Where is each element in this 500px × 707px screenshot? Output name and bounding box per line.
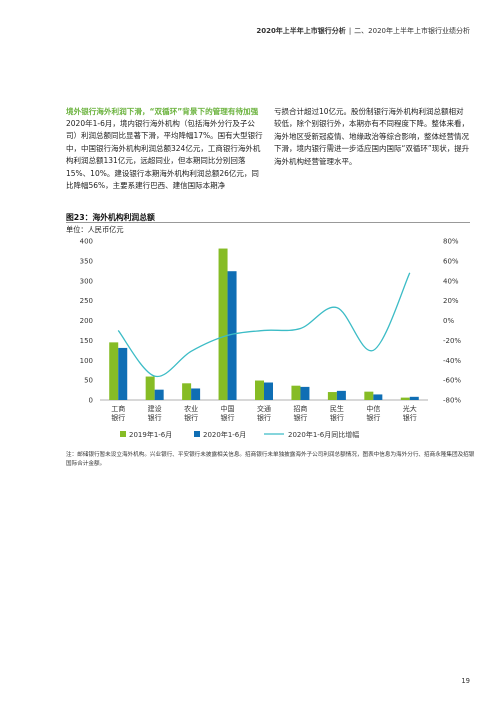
bar [255, 380, 264, 400]
legend-swatch [120, 431, 126, 437]
figure-note: 注：邮储银行暂未设立海外机构。兴业银行、平安银行未披露相关信息。招商银行未单独披… [66, 452, 475, 467]
y-tick-label: 150 [80, 337, 93, 345]
legend-label: 2020年1-6月 [203, 430, 246, 439]
x-tick-label: 民生银行 [330, 404, 344, 422]
y2-tick-label: -20% [443, 337, 461, 345]
figure-unit: 单位：人民币亿元 [66, 225, 124, 234]
body-paragraph-right: 亏损合计超过10亿元。股份制银行海外机构利润总额相对较低，除个别银行外，本期亦有… [274, 107, 470, 166]
y-tick-label: 100 [80, 357, 93, 365]
report-title: 2020年上半年上市银行分析 [256, 27, 346, 35]
bar [118, 347, 128, 400]
text-column-left: 2020年1-6月，境内银行海外机构（包括海外分行及子公司）利润总额同比显著下滑… [66, 118, 266, 192]
bar [327, 392, 337, 400]
x-tick-label: 农业银行 [184, 404, 198, 422]
x-tick-label: 光大银行 [403, 404, 417, 422]
y2-tick-label: -80% [443, 397, 461, 405]
bar [364, 391, 374, 400]
y-tick-label: 250 [80, 297, 93, 305]
bar [154, 389, 164, 400]
x-tick-label: 交通银行 [257, 404, 271, 422]
y2-tick-label: -40% [443, 357, 461, 365]
bar [182, 383, 192, 400]
y2-tick-label: -60% [443, 377, 461, 385]
growth-line [117, 272, 411, 378]
y2-tick-label: 20% [443, 297, 459, 305]
bar [145, 376, 155, 400]
header-separator: | [348, 27, 352, 35]
y-tick-label: 0 [89, 397, 93, 405]
bar [109, 342, 119, 400]
page-header: 2020年上半年上市银行分析 | 二、2020年上半年上市银行业绩分析 [256, 26, 470, 36]
legend-label: 2019年1-6月 [129, 430, 172, 439]
section-heading: 境外银行海外利润下滑，“双循环”背景下的管理有待加强 [66, 107, 259, 116]
y2-tick-label: 0% [443, 317, 454, 325]
bar [191, 388, 201, 400]
legend-label: 2020年1-6月同比增幅 [288, 430, 359, 439]
x-tick-label: 中信银行 [366, 404, 380, 422]
page-number: 19 [461, 677, 470, 685]
figure-title-rule [66, 222, 470, 223]
y2-tick-label: 60% [443, 257, 459, 265]
y-tick-label: 50 [84, 377, 93, 385]
x-tick-label: 建设银行 [148, 404, 162, 422]
section-title: 二、2020年上半年上市银行业绩分析 [354, 27, 470, 35]
bar [400, 397, 410, 400]
body-paragraph-left: 2020年1-6月，境内银行海外机构（包括海外分行及子公司）利润总额同比显著下滑… [66, 119, 263, 191]
bar [227, 271, 237, 400]
bar [291, 385, 301, 400]
y-tick-label: 300 [80, 277, 93, 285]
x-tick-label: 招商银行 [293, 404, 307, 422]
bar [373, 394, 383, 400]
bar [264, 382, 273, 400]
y2-tick-label: 40% [443, 277, 459, 285]
bar [218, 248, 228, 400]
x-tick-label: 工商银行 [111, 404, 125, 422]
y2-tick-label: 80% [443, 238, 459, 246]
y-tick-label: 350 [80, 257, 93, 265]
figure-title: 图23：海外机构利润总额 [66, 213, 155, 222]
y-tick-label: 400 [80, 238, 93, 246]
bar [336, 390, 346, 400]
bar [409, 396, 419, 400]
legend-swatch [194, 431, 200, 437]
bar [300, 386, 310, 400]
x-tick-label: 中国银行 [221, 404, 235, 422]
y-tick-label: 200 [80, 317, 93, 325]
text-column-right: 亏损合计超过10亿元。股份制银行海外机构利润总额相对较低，除个别银行外，本期亦有… [274, 106, 470, 168]
